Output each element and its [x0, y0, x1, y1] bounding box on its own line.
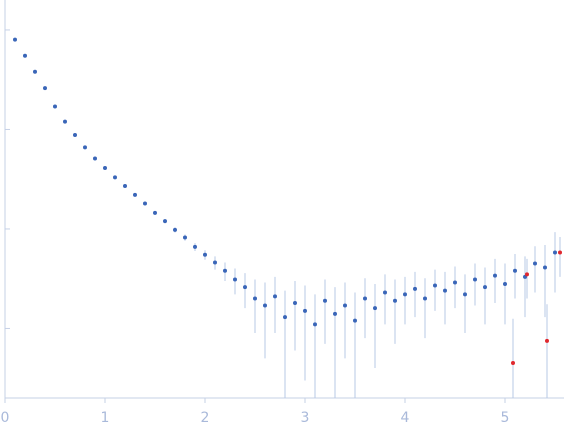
data-point: [73, 132, 77, 137]
data-point: [253, 296, 257, 301]
data-point: [493, 273, 497, 278]
data-point: [223, 268, 227, 273]
data-point: [233, 277, 237, 282]
data-point: [543, 265, 547, 270]
data-point: [273, 294, 277, 299]
data-point: [363, 296, 367, 301]
data-point: [173, 227, 177, 232]
data-point: [353, 318, 357, 323]
data-point: [423, 296, 427, 301]
data-point: [63, 119, 67, 124]
data-point: [183, 235, 187, 240]
data-point: [453, 280, 457, 285]
data-point: [533, 261, 537, 266]
data-point: [133, 192, 137, 197]
data-point: [343, 303, 347, 308]
data-point: [443, 288, 447, 293]
data-point: [463, 292, 467, 297]
data-point: [283, 315, 287, 320]
data-point: [333, 311, 337, 316]
x-tick-label: 1: [101, 410, 110, 426]
plot-area: [13, 37, 562, 398]
data-point: [558, 250, 562, 255]
data-point: [113, 175, 117, 180]
data-point: [511, 360, 515, 365]
data-point: [193, 244, 197, 249]
data-point: [243, 285, 247, 290]
data-point: [13, 37, 17, 42]
x-tick-label: 4: [401, 410, 410, 426]
data-point: [163, 219, 167, 224]
x-tick-label: 3: [301, 410, 310, 426]
data-point: [53, 104, 57, 109]
data-point: [413, 286, 417, 291]
data-point: [433, 283, 437, 288]
data-point: [473, 277, 477, 282]
data-point: [503, 281, 507, 286]
data-point: [393, 298, 397, 303]
data-point: [525, 272, 529, 277]
data-point: [83, 145, 87, 150]
data-point: [103, 165, 107, 170]
data-point: [143, 201, 147, 206]
x-tick-label: 0: [1, 410, 10, 426]
data-point: [93, 156, 97, 161]
data-point: [313, 322, 317, 327]
data-point: [213, 260, 217, 265]
data-point: [553, 250, 557, 255]
data-point: [123, 184, 127, 189]
data-point: [545, 338, 549, 343]
data-point: [483, 285, 487, 290]
data-point: [403, 292, 407, 297]
x-tick-label: 5: [501, 410, 510, 426]
data-point: [513, 268, 517, 273]
data-point: [373, 306, 377, 311]
data-point: [33, 69, 37, 74]
data-point: [43, 86, 47, 91]
data-point: [293, 301, 297, 306]
data-point: [303, 308, 307, 313]
data-point: [383, 290, 387, 295]
data-point: [323, 298, 327, 303]
data-point: [23, 53, 27, 58]
data-point: [203, 252, 207, 257]
data-point: [153, 210, 157, 215]
x-tick-label: 2: [201, 410, 210, 426]
data-point: [263, 303, 267, 308]
